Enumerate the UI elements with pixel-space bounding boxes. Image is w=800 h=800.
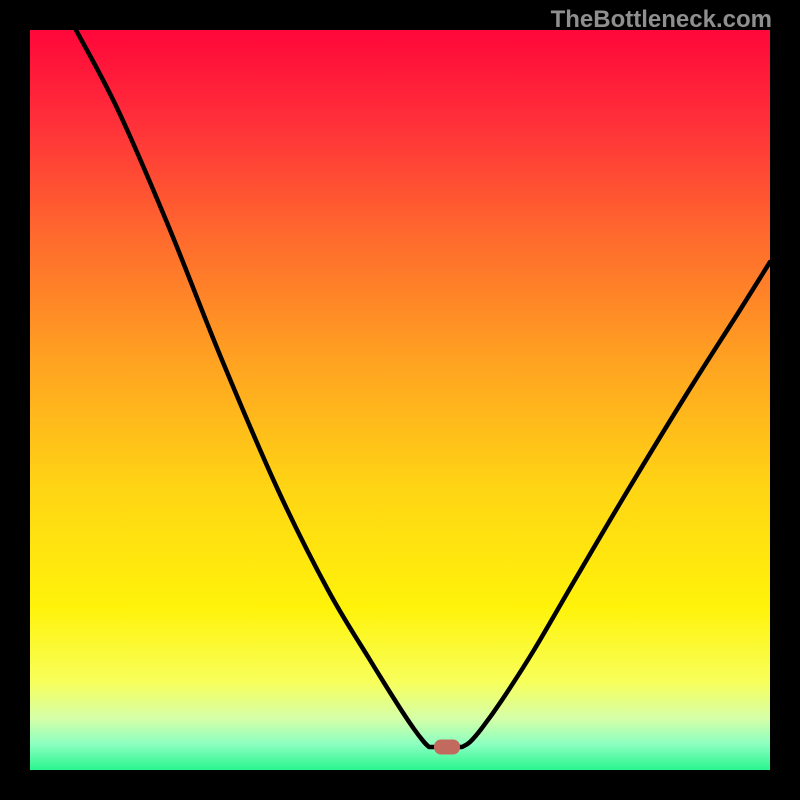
optimum-marker <box>434 740 460 755</box>
plot-area <box>30 30 770 770</box>
watermark-text: TheBottleneck.com <box>551 6 772 34</box>
chart-frame: TheBottleneck.com <box>0 0 800 800</box>
bottleneck-curve <box>30 30 770 770</box>
